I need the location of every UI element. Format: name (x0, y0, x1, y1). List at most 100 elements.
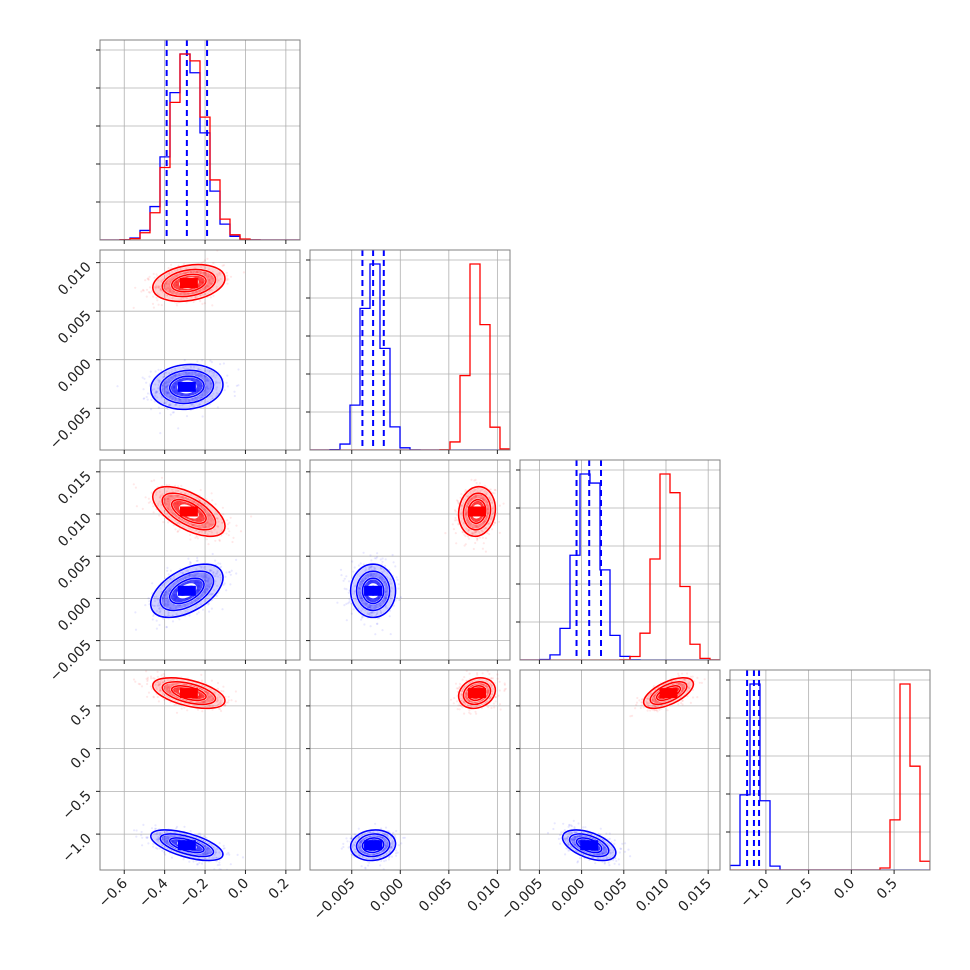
contour-line (161, 681, 217, 706)
panel-frame (519, 669, 721, 871)
contour-line (457, 677, 497, 710)
contour-line (462, 681, 492, 706)
contour-line (161, 492, 217, 531)
x-tick-label: −1.0 (737, 876, 772, 911)
contour-line (355, 570, 391, 612)
density-peak (177, 381, 196, 392)
panel-1-0: −0.005 0.000 0.005 0.010 (47, 249, 301, 454)
contour-line (568, 833, 610, 858)
y-tick-label: −0.005 (47, 637, 95, 685)
contour-line (170, 685, 207, 702)
contour-line (349, 563, 397, 619)
density-peak (659, 688, 678, 699)
panel-frame (99, 39, 301, 241)
y-tick-label: 0.000 (55, 356, 95, 396)
panel-frame (99, 459, 301, 661)
density-peak (177, 585, 196, 596)
contour-line (642, 677, 695, 710)
x-tick-label: −0.6 (96, 875, 131, 910)
density-peak (179, 506, 198, 517)
panel-3-0: −1.0 −0.5 0.0 0.5 −0.6 −0.4 −0.2 0.0 0.2 (59, 669, 301, 911)
panel-2-2 (516, 459, 721, 664)
panel-1-1 (306, 249, 511, 454)
x-tick-label: −0.4 (136, 875, 171, 910)
histogram-0 (730, 683, 930, 870)
contour-line (355, 833, 391, 858)
y-tick-label: 0.015 (55, 468, 95, 508)
x-tick-label: 0.000 (549, 876, 589, 916)
panel-frame (519, 459, 721, 661)
histogram-0 (520, 473, 720, 660)
x-tick-label: 0.010 (465, 876, 505, 916)
contour-line (361, 837, 385, 854)
contour-line (462, 492, 492, 531)
y-tick-label: 0.010 (55, 511, 95, 551)
y-tick-label: −0.005 (47, 405, 95, 453)
x-tick-label: −0.005 (498, 876, 546, 924)
y-tick-label: 0.005 (55, 308, 95, 348)
contour-line (168, 375, 205, 399)
y-tick-label: −0.5 (59, 788, 94, 823)
panel-frame (309, 459, 511, 661)
x-tick-label: 0.010 (633, 876, 673, 916)
panel-3-1: −0.005 0.000 0.005 0.010 (306, 669, 511, 924)
x-tick-label: 0.005 (591, 876, 631, 916)
contour-line (159, 369, 215, 405)
contour-line (170, 498, 207, 525)
contour-line (349, 829, 397, 862)
contour-line (152, 677, 226, 710)
histogram-0 (310, 263, 510, 450)
contour-line (161, 268, 217, 298)
x-tick-label: 0.015 (675, 876, 715, 916)
contour-line (150, 363, 224, 411)
x-tick-label: −0.2 (177, 876, 212, 911)
density-peak (179, 688, 198, 699)
contour-line (150, 829, 224, 862)
contour-line (150, 563, 224, 619)
density-peak (467, 506, 486, 517)
density-peak (179, 278, 198, 289)
panel-3-3: −1.0 −0.5 0.0 0.5 (726, 669, 931, 911)
x-tick-label: 0.5 (874, 876, 901, 903)
contour-line (168, 577, 205, 605)
contour-line (361, 577, 385, 605)
density-peak (580, 840, 599, 851)
contour-line (457, 485, 497, 538)
density-peak (177, 840, 196, 851)
contour-line (168, 837, 205, 854)
contour-line (649, 681, 688, 706)
density-peak (364, 840, 383, 851)
y-tick-label: 0.005 (55, 553, 95, 593)
histogram-1 (310, 263, 510, 450)
contour-line (152, 485, 226, 538)
panel-2-1 (306, 459, 511, 664)
y-tick-label: −1.0 (59, 831, 94, 866)
x-tick-label: −0.5 (780, 876, 815, 911)
y-tick-label: 0.5 (68, 702, 95, 729)
histogram-1 (730, 683, 930, 870)
contour-line (575, 837, 603, 854)
panel-3-2: −0.005 0.000 0.005 0.010 0.015 (498, 669, 721, 924)
x-tick-label: 0.0 (831, 876, 858, 903)
x-tick-label: 0.005 (416, 876, 456, 916)
contour-line (561, 829, 617, 862)
contour-line (159, 570, 215, 612)
y-tick-label: 0.000 (55, 595, 95, 635)
x-tick-label: 0.0 (225, 876, 252, 903)
y-tick-label: 0.010 (55, 259, 95, 299)
y-tick-label: 0.0 (68, 745, 95, 772)
panel-frame (99, 669, 301, 871)
density-peak (364, 585, 383, 596)
panel-frame (309, 249, 511, 451)
contour-line (159, 833, 215, 858)
panel-0-0 (96, 39, 301, 244)
panel-frame (309, 669, 511, 871)
histogram-1 (100, 53, 300, 240)
x-tick-label: 0.2 (266, 876, 293, 903)
panel-frame (99, 249, 301, 451)
x-tick-label: −0.005 (311, 876, 359, 924)
x-tick-label: 0.000 (367, 876, 407, 916)
panel-frame (729, 669, 931, 871)
contour-line (152, 263, 226, 303)
